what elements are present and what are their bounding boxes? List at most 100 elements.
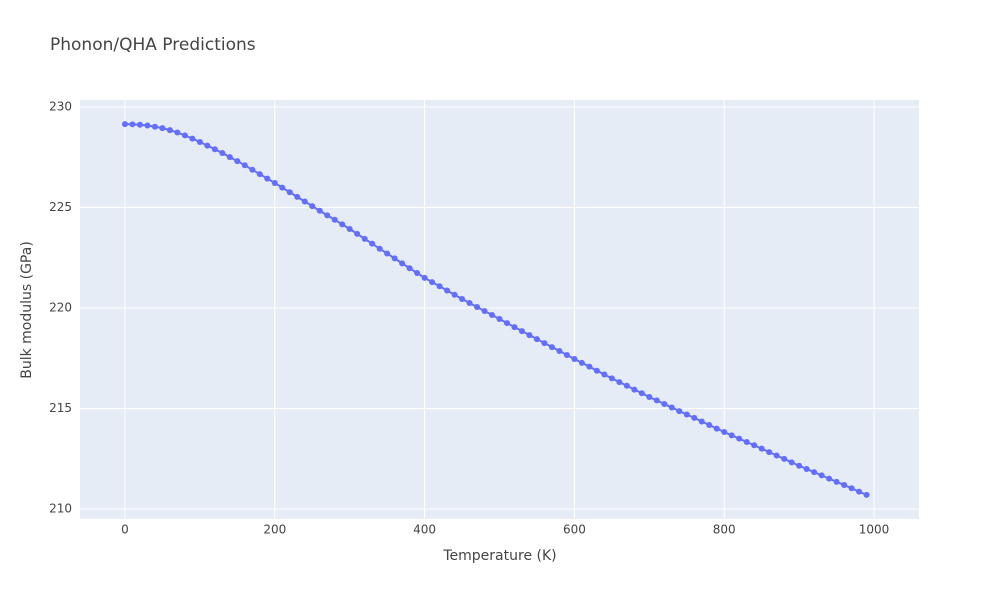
x-tick-label: 800 [713,523,736,537]
data-point [556,347,563,354]
data-point [429,279,436,286]
data-point [811,469,818,476]
data-point [736,435,743,442]
data-point [668,404,675,411]
y-axis-title: Bulk modulus (GPa) [19,241,35,379]
data-point [713,425,720,432]
data-point [503,320,510,327]
data-point [751,442,758,449]
data-point [286,189,293,196]
data-point [121,121,128,128]
data-point [698,418,705,425]
data-point [631,386,638,393]
data-point [796,462,803,469]
data-point [204,142,211,149]
data-point [196,139,203,146]
data-point [241,162,248,169]
data-point [316,207,323,214]
x-tick-label: 600 [563,523,586,537]
data-point [773,452,780,459]
data-point [623,382,630,389]
data-point [691,414,698,421]
data-point [496,316,503,323]
data-point [211,146,218,153]
data-point [436,283,443,290]
data-point [301,198,308,205]
data-point [489,312,496,319]
x-tick-label: 1000 [859,523,890,537]
data-point [646,394,653,401]
data-point [788,459,795,466]
data-point [638,390,645,397]
data-point [856,488,863,495]
data-point [466,299,473,306]
data-point [848,485,855,492]
data-point [129,121,136,128]
data-point [526,332,533,339]
data-point [369,240,376,247]
data-point [406,265,413,272]
data-point [803,465,810,472]
data-point [174,129,181,136]
data-point [361,235,368,242]
data-point [279,184,286,191]
data-point [399,260,406,267]
data-point [533,336,540,343]
data-point [706,421,713,428]
data-point [601,371,608,378]
data-point [339,221,346,228]
data-point [234,158,241,165]
data-point [459,295,466,302]
data-point [818,472,825,479]
data-point [181,132,188,139]
data-point [571,356,578,363]
data-point [136,121,143,128]
data-point [676,408,683,415]
data-point [728,432,735,439]
data-point [189,135,196,142]
data-point [151,123,158,130]
data-point [481,308,488,315]
data-point [841,482,848,489]
data-point [324,212,331,219]
data-point [608,375,615,382]
y-tick-label: 215 [49,401,72,415]
data-point [414,270,421,277]
data-point [421,274,428,281]
y-tick-label: 230 [49,100,72,114]
data-point [766,449,773,456]
data-point [833,478,840,485]
data-point [826,475,833,482]
data-point [144,122,151,129]
data-point [451,291,458,298]
data-point [159,125,166,132]
data-point [444,287,451,294]
chart-title: Phonon/QHA Predictions [50,35,256,55]
data-point [331,216,338,223]
data-point [249,166,256,173]
x-tick-label: 200 [263,523,286,537]
data-point [863,491,870,498]
data-point [346,226,353,233]
data-point [264,175,271,182]
data-point [391,255,398,262]
data-point [271,179,278,186]
x-axis-title: Temperature (K) [442,548,556,564]
data-point [541,340,548,347]
data-point [586,363,593,370]
data-point [376,245,383,252]
y-tick-label: 225 [49,200,72,214]
data-point [563,352,570,359]
data-point [256,171,263,178]
data-point [518,328,525,335]
x-tick-label: 400 [413,523,436,537]
data-point [384,250,391,257]
data-point [548,344,555,351]
data-point [661,401,668,408]
y-tick-label: 220 [49,300,72,314]
plot-area [80,100,919,519]
x-tick-label: 0 [121,523,129,537]
data-line [124,123,867,496]
